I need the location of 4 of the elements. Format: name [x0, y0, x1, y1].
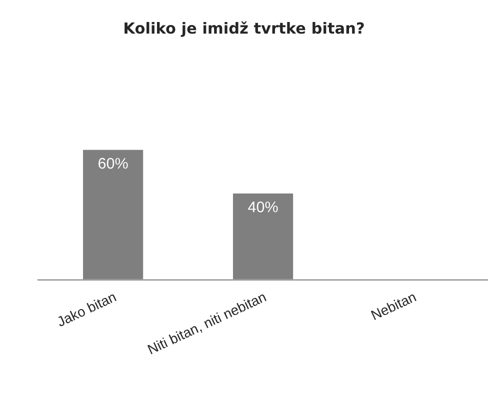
- data-label: 40%: [248, 202, 278, 212]
- x-tick-label: Jako bitan: [56, 291, 117, 327]
- chart-title: Koliko je imidž tvrtke bitan?: [124, 21, 364, 37]
- data-label: 60%: [98, 158, 128, 169]
